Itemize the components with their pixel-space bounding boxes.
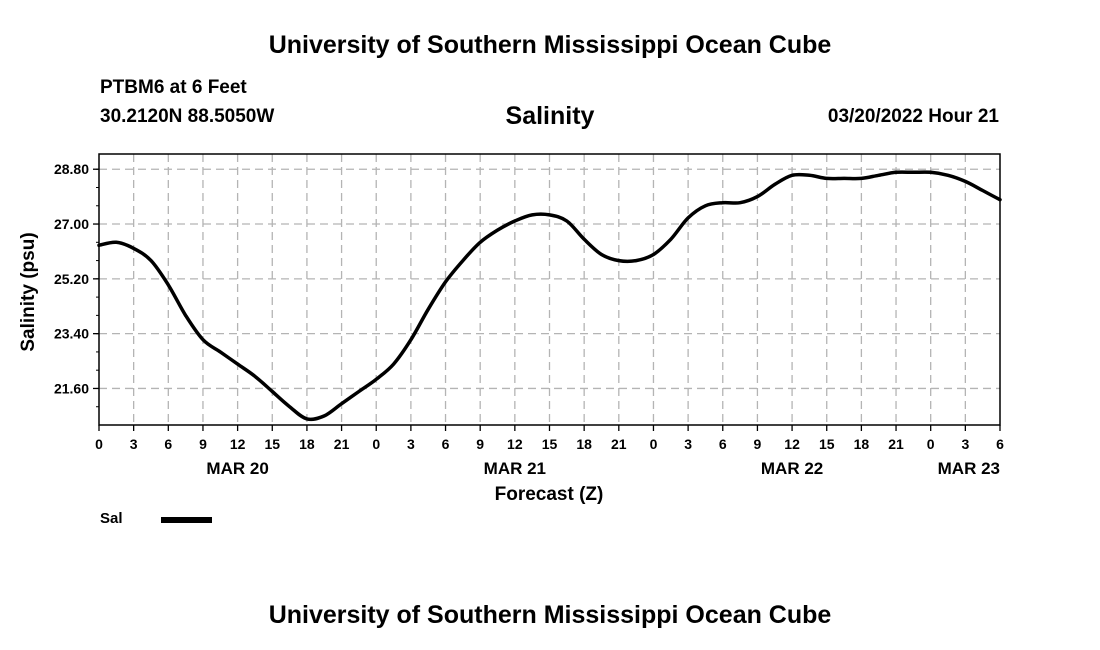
- x-tick-label: 0: [927, 436, 935, 452]
- day-label: MAR 23: [938, 459, 1000, 478]
- legend-line-swatch: [161, 517, 212, 523]
- x-tick-label: 0: [95, 436, 103, 452]
- x-tick-label: 6: [719, 436, 727, 452]
- x-tick-label: 12: [230, 436, 246, 452]
- x-tick-label: 21: [334, 436, 350, 452]
- y-tick-label: 23.40: [54, 326, 89, 342]
- x-tick-label: 9: [476, 436, 484, 452]
- forecast-datetime: 03/20/2022 Hour 21: [827, 106, 999, 127]
- x-tick-label: 3: [130, 436, 138, 452]
- station-label: PTBM6 at 6 Feet: [100, 77, 247, 98]
- x-axis-label: Forecast (Z): [495, 484, 604, 505]
- x-tick-label: 9: [754, 436, 762, 452]
- x-tick-label: 15: [542, 436, 558, 452]
- x-tick-label: 12: [784, 436, 800, 452]
- day-label: MAR 21: [484, 459, 546, 478]
- x-tick-label: 6: [442, 436, 450, 452]
- y-tick-label: 28.80: [54, 161, 89, 177]
- x-tick-label: 18: [854, 436, 870, 452]
- x-tick-label: 18: [576, 436, 592, 452]
- x-tick-label: 15: [264, 436, 280, 452]
- x-tick-label: 6: [164, 436, 172, 452]
- x-tick-label: 0: [372, 436, 380, 452]
- x-tick-label: 6: [996, 436, 1004, 452]
- x-tick-label: 18: [299, 436, 315, 452]
- series-layer: [97, 170, 1002, 422]
- legend-label: Sal: [100, 510, 123, 527]
- x-tick-label: 12: [507, 436, 523, 452]
- y-tick-label: 21.60: [54, 380, 89, 396]
- y-tick-label: 25.20: [54, 271, 89, 287]
- x-tick-label: 21: [888, 436, 904, 452]
- grid-layer: [99, 154, 1000, 425]
- page-title: University of Southern Mississippi Ocean…: [268, 31, 832, 59]
- x-tick-label: 3: [407, 436, 415, 452]
- x-tick-label: 3: [684, 436, 692, 452]
- day-label: MAR 20: [206, 459, 268, 478]
- footer-title: University of Southern Mississippi Ocean…: [268, 601, 832, 629]
- x-tick-label: 21: [611, 436, 627, 452]
- plot-frame: [98, 153, 1001, 426]
- x-tick-label: 3: [961, 436, 969, 452]
- day-label: MAR 22: [761, 459, 823, 478]
- y-axis-label: Salinity (psu): [18, 232, 39, 351]
- y-tick-label: 27.00: [54, 216, 89, 232]
- axis-layer: 28.80 27.00 25.20 23.40 21.60 0 3 6 9 12 15 18 21 0 3 6…: [54, 161, 1004, 478]
- x-tick-label: 9: [199, 436, 207, 452]
- x-tick-label: 15: [819, 436, 835, 452]
- x-tick-label: 0: [650, 436, 658, 452]
- station-coordinates: 30.2120N 88.5050W: [100, 106, 275, 127]
- series-line-sal: [97, 170, 1002, 422]
- chart-title: Salinity: [505, 102, 595, 130]
